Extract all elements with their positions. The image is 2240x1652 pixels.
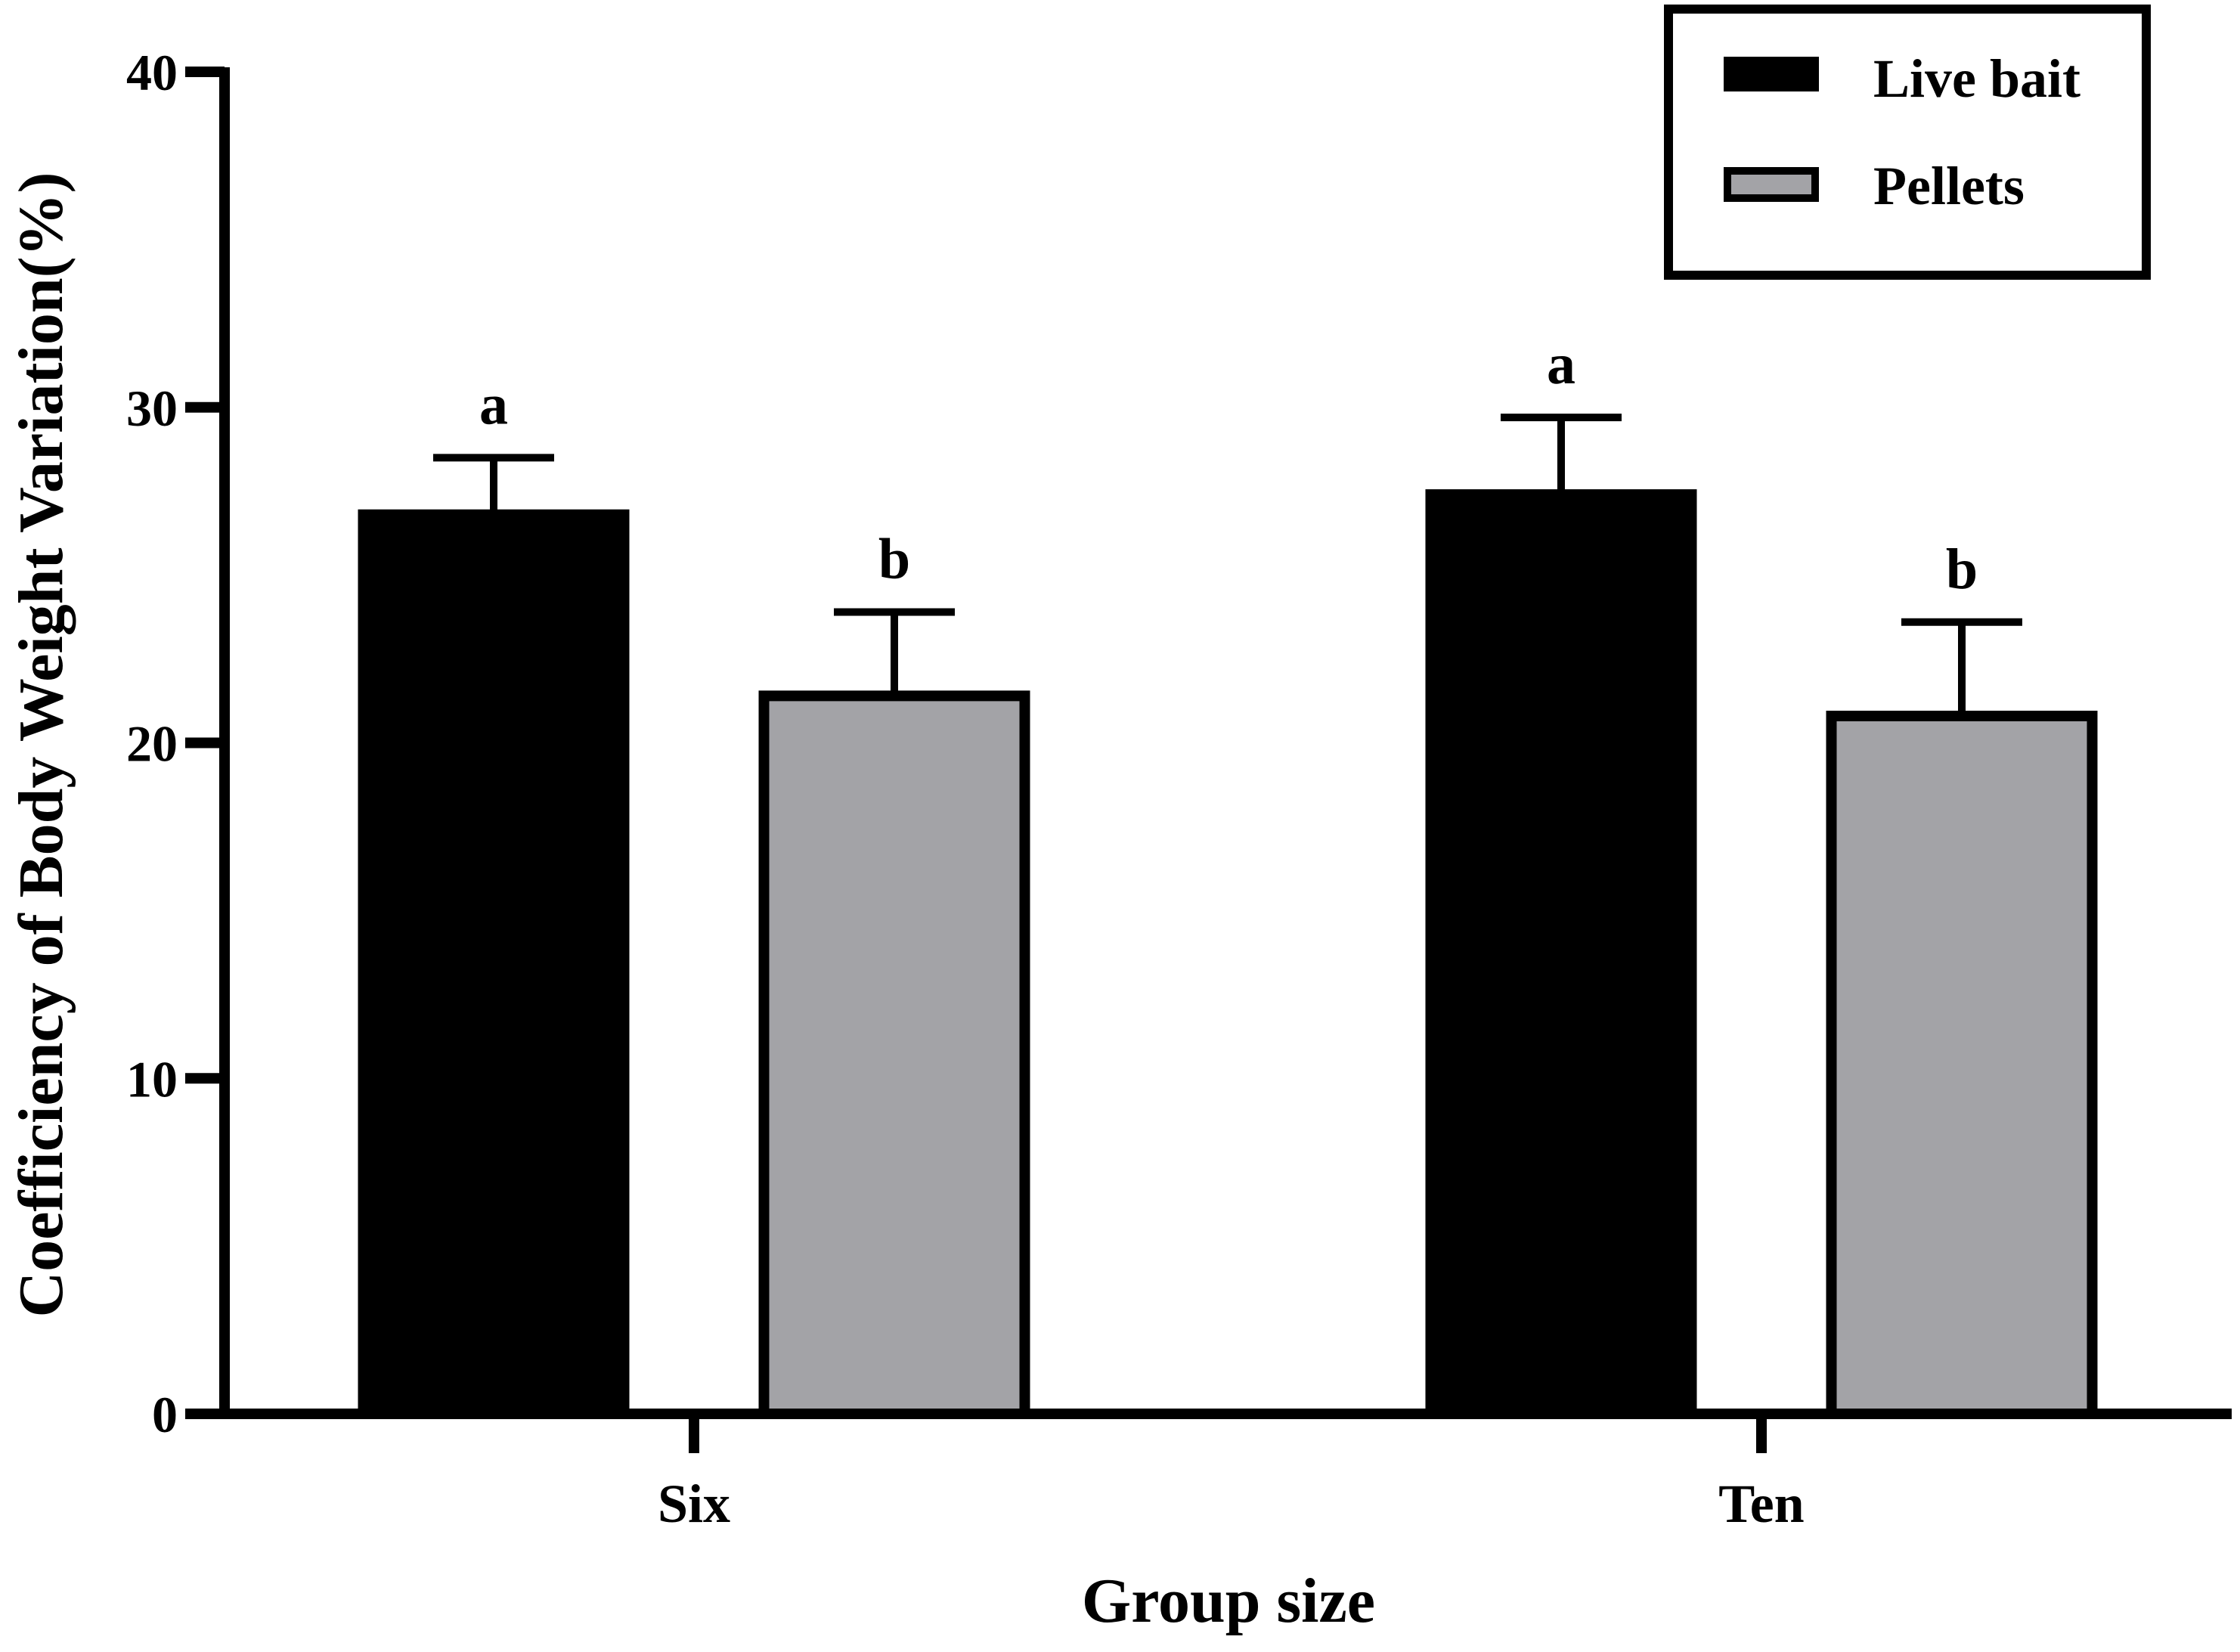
legend-label-live-bait: Live bait [1873, 48, 2080, 109]
bar-live-bait-six [358, 509, 630, 1419]
significance-label-live-bait-ten: a [1547, 333, 1575, 396]
y-tick-label-20: 20 [126, 715, 178, 773]
axes-layer: Six Ten 0 10 20 30 40 [126, 44, 2232, 1534]
legend-swatch-live-bait [1724, 57, 1819, 91]
y-tick-label-0: 0 [152, 1386, 178, 1443]
legend-swatch-pellets [1724, 167, 1819, 202]
x-tick-label-ten: Ten [1718, 1474, 1804, 1534]
legend: Live bait Pellets [1664, 5, 2151, 280]
bars-layer: a b a b [358, 333, 2098, 1419]
y-tick-label-30: 30 [126, 380, 178, 437]
significance-label-pellets-six: b [878, 527, 910, 590]
x-tick-label-six: Six [658, 1474, 730, 1534]
x-axis-title: Group size [1082, 1566, 1375, 1636]
bar-live-bait-ten [1425, 489, 1697, 1419]
significance-label-live-bait-six: a [479, 373, 508, 436]
legend-label-pellets: Pellets [1873, 156, 2025, 216]
bar-pellets-six [758, 690, 1030, 1419]
bar-pellets-ten [1826, 711, 2098, 1419]
significance-label-pellets-ten: b [1946, 538, 1978, 601]
legend-frame [1664, 5, 2151, 280]
y-tick-label-10: 10 [126, 1050, 178, 1108]
y-tick-label-40: 40 [126, 44, 178, 101]
y-axis-title: Coefficiency of Body Weight Variation(%) [6, 172, 76, 1317]
